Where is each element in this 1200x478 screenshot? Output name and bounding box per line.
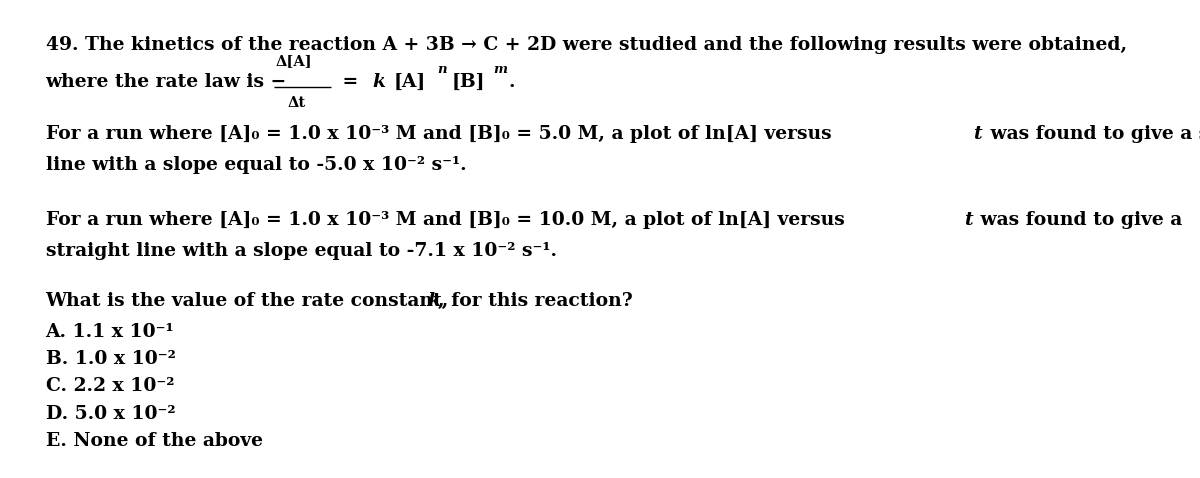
Text: A. 1.1 x 10⁻¹: A. 1.1 x 10⁻¹ (46, 323, 174, 341)
Text: [B]: [B] (451, 73, 485, 91)
Text: m: m (493, 63, 508, 76)
Text: [A]: [A] (394, 73, 426, 91)
Text: For a run where [A]₀ = 1.0 x 10⁻³ M and [B]₀ = 5.0 M, a plot of ln[A] versus: For a run where [A]₀ = 1.0 x 10⁻³ M and … (46, 125, 838, 142)
Text: where the rate law is −: where the rate law is − (46, 73, 287, 91)
Text: E. None of the above: E. None of the above (46, 432, 263, 450)
Text: line with a slope equal to -5.0 x 10⁻² s⁻¹.: line with a slope equal to -5.0 x 10⁻² s… (46, 156, 467, 174)
Text: , for this reaction?: , for this reaction? (438, 292, 632, 310)
Text: t: t (964, 211, 972, 228)
Text: k: k (427, 292, 440, 310)
Text: was found to give a straight: was found to give a straight (984, 125, 1200, 142)
Text: Δ[A]: Δ[A] (276, 54, 313, 68)
Text: For a run where [A]₀ = 1.0 x 10⁻³ M and [B]₀ = 10.0 M, a plot of ln[A] versus: For a run where [A]₀ = 1.0 x 10⁻³ M and … (46, 211, 851, 228)
Text: C. 2.2 x 10⁻²: C. 2.2 x 10⁻² (46, 378, 174, 395)
Text: t: t (973, 125, 982, 142)
Text: n: n (437, 63, 446, 76)
Text: 49. The kinetics of the reaction A + 3B → C + 2D were studied and the following : 49. The kinetics of the reaction A + 3B … (46, 36, 1127, 54)
Text: straight line with a slope equal to -7.1 x 10⁻² s⁻¹.: straight line with a slope equal to -7.1… (46, 242, 557, 260)
Text: Δt: Δt (288, 96, 306, 110)
Text: What is the value of the rate constant,: What is the value of the rate constant, (46, 292, 456, 310)
Text: k: k (372, 73, 385, 91)
Text: was found to give a: was found to give a (974, 211, 1183, 228)
Text: =: = (336, 73, 365, 91)
Text: D. 5.0 x 10⁻²: D. 5.0 x 10⁻² (46, 405, 175, 423)
Text: B. 1.0 x 10⁻²: B. 1.0 x 10⁻² (46, 350, 175, 368)
Text: .: . (509, 73, 515, 91)
